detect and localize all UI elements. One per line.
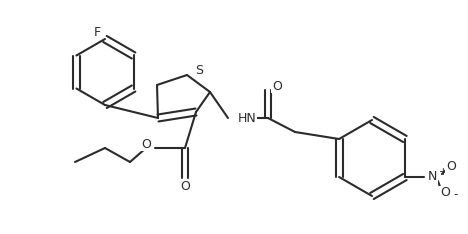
- Text: O: O: [440, 186, 450, 200]
- Text: F: F: [94, 26, 101, 40]
- Text: HN: HN: [238, 111, 257, 124]
- Text: N: N: [428, 171, 438, 183]
- Text: O: O: [141, 138, 151, 150]
- Text: O: O: [446, 161, 456, 173]
- Text: -: -: [453, 189, 457, 201]
- Text: +: +: [439, 167, 447, 177]
- Text: O: O: [180, 180, 190, 194]
- Text: S: S: [195, 65, 203, 77]
- Text: O: O: [272, 80, 282, 92]
